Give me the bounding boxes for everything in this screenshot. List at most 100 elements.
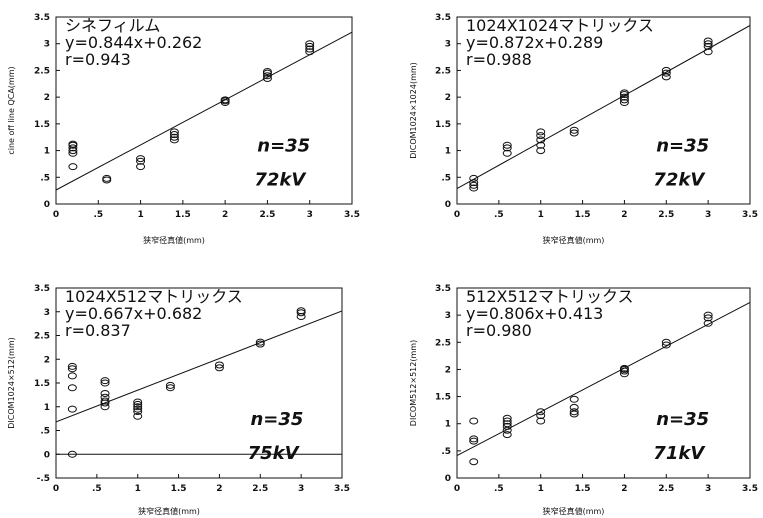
data-point	[469, 174, 479, 182]
data-point	[305, 42, 315, 50]
data-point	[469, 181, 479, 189]
data-point	[502, 149, 512, 157]
data-point	[469, 417, 479, 425]
y-tick-label: 3	[445, 40, 451, 50]
y-tick-label: 1.5	[34, 120, 50, 130]
data-point	[133, 403, 143, 411]
y-tick-label: .5	[40, 173, 50, 183]
data-point	[305, 48, 315, 56]
y-tick-label: -.5	[37, 474, 50, 484]
x-tick-label: 3	[705, 210, 711, 220]
data-point	[67, 384, 77, 392]
data-point	[661, 66, 671, 74]
y-tick-label: 3	[445, 311, 451, 321]
y-tick-label: 3.5	[34, 284, 50, 294]
data-point	[68, 140, 78, 148]
y-axis-label: DICOM1024×512(mm)	[7, 337, 16, 428]
annotation-equation: y=0.844x+0.262	[65, 33, 202, 52]
y-tick-label: 3.5	[34, 13, 50, 23]
data-point	[502, 420, 512, 428]
data-point	[536, 128, 546, 136]
y-tick-label: 1.5	[435, 393, 451, 403]
annotation-equation: y=0.806x+0.413	[466, 304, 603, 323]
data-point	[536, 412, 546, 420]
data-point	[136, 157, 146, 165]
data-point	[469, 184, 479, 192]
y-axis-label: cine off line QCA(mm)	[7, 66, 16, 154]
x-axis-label: 狭窄径真値(mm)	[143, 235, 205, 245]
x-axis-label: 狭窄径真値(mm)	[138, 506, 200, 516]
n-label: n=35	[250, 409, 303, 430]
data-point	[469, 435, 479, 443]
kv-label: 72kV	[254, 169, 307, 190]
y-tick-label: 0	[44, 450, 50, 460]
data-point	[536, 408, 546, 416]
data-point	[68, 149, 78, 157]
data-point	[102, 176, 112, 184]
data-point	[703, 319, 713, 327]
x-axis-label: 狭窄径真値(mm)	[543, 506, 605, 516]
y-tick-label: 2	[445, 365, 451, 375]
x-tick-label: .5	[494, 484, 504, 494]
data-point	[502, 422, 512, 430]
n-label: n=35	[257, 136, 310, 157]
data-point	[569, 126, 579, 134]
x-tick-label: 2	[222, 210, 228, 220]
data-point	[536, 136, 546, 144]
n-label: n=35	[656, 136, 709, 157]
data-point	[169, 128, 179, 136]
regression-line	[56, 31, 352, 191]
x-tick-label: 1.5	[575, 484, 591, 494]
y-tick-label: 0	[445, 200, 451, 210]
data-point	[703, 311, 713, 319]
data-point	[619, 89, 629, 97]
data-point	[100, 389, 110, 397]
y-tick-label: 2	[445, 93, 451, 103]
x-tick-label: 3.5	[742, 210, 758, 220]
x-tick-label: 1	[538, 210, 544, 220]
x-tick-label: 3.5	[742, 484, 758, 494]
chart-panel-2: 0 .5 1 1.5 2 2.5 3 3.5 0 .5 1 1.5 2 2.5 3 3.5 狭窄径真値(mm) D…	[409, 13, 758, 245]
x-tick-label: 1	[538, 484, 544, 494]
data-point	[619, 364, 629, 372]
data-point	[67, 405, 77, 413]
x-tick-label: 3	[705, 484, 711, 494]
data-point	[469, 458, 479, 466]
data-point	[305, 45, 315, 53]
data-point	[100, 397, 110, 405]
data-point	[536, 132, 546, 140]
x-tick-label: 2.5	[658, 210, 674, 220]
data-point	[536, 141, 546, 149]
chart-panel-1: 0 .5 1 1.5 2 2.5 3 3.5 0 .5 1 1.5 2 2.5 3 3.5 狭窄径真値(mm) c…	[7, 13, 360, 245]
x-tick-label: 1.5	[575, 210, 591, 220]
data-point	[169, 136, 179, 144]
annotation-title: シネフィルム	[65, 16, 160, 35]
y-tick-label: 1	[445, 420, 451, 430]
data-point	[262, 72, 272, 80]
data-point	[133, 408, 143, 415]
kv-label: 71kV	[653, 443, 706, 464]
data-point	[569, 403, 579, 411]
plot-frame	[456, 287, 751, 479]
data-point	[136, 163, 146, 171]
data-point	[220, 96, 230, 104]
kv-label: 72kV	[653, 169, 706, 190]
data-point	[133, 398, 143, 406]
data-point	[68, 144, 78, 152]
y-axis-label: DICOM1024×1024(mm)	[409, 62, 418, 159]
x-tick-label: .5	[92, 484, 102, 494]
y-tick-label: 1.5	[435, 120, 451, 130]
x-tick-label: 1.5	[175, 210, 191, 220]
y-tick-label: 0	[445, 474, 451, 484]
data-point	[165, 384, 175, 392]
data-point	[67, 372, 77, 380]
data-point	[169, 133, 179, 141]
data-point	[502, 144, 512, 152]
data-point	[296, 313, 306, 320]
x-tick-label: 3	[298, 484, 304, 494]
x-tick-label: 2	[621, 210, 627, 220]
data-point	[502, 426, 512, 434]
x-tick-label: 1	[135, 484, 141, 494]
chart-panel-4: 0 .5 1 1.5 2 2.5 3 3.5 0 .5 1 1.5 2 2.5 3 3.5 狭窄径真値(mm) D…	[409, 284, 758, 516]
